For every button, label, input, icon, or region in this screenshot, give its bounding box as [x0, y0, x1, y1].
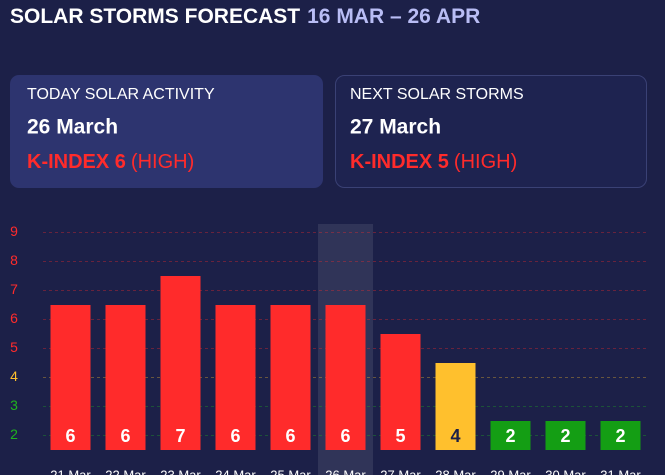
y-tick-label: 9 [10, 223, 18, 239]
bar [105, 305, 146, 450]
y-tick-label: 2 [10, 426, 18, 442]
x-tick-label: 21 Mar [50, 467, 91, 475]
chart: 2 3 4 5 6 7 8 9 6 21 Mar 6 22 Mar 7 23 Mar 6 24 Mar 6 25 … [10, 223, 648, 475]
level: (HIGH) [131, 151, 194, 173]
x-tick-label: 30 Mar [545, 467, 586, 475]
value-label: 6 [285, 426, 295, 446]
x-tick-label: 31 Mar [600, 467, 641, 475]
value-label: 5 [395, 426, 405, 446]
bar [50, 305, 91, 450]
x-tick-label: 26 Mar [325, 467, 366, 475]
y-tick-label: 8 [10, 252, 18, 268]
value-label: 6 [65, 426, 75, 446]
card-kindex: K-INDEX 5 (HIGH) [350, 151, 517, 173]
title-main: SOLAR STORMS FORECAST [10, 5, 300, 28]
x-tick-label: 28 Mar [435, 467, 476, 475]
x-tick-label: 22 Mar [105, 467, 146, 475]
card-today [10, 75, 323, 188]
kindex: K-INDEX 5 [350, 151, 449, 173]
x-tick-label: 27 Mar [380, 467, 421, 475]
value-label: 6 [120, 426, 130, 446]
bar [325, 305, 366, 450]
value-label: 2 [615, 426, 625, 446]
card-label: NEXT SOLAR STORMS [350, 86, 524, 103]
x-tick-label: 29 Mar [490, 467, 531, 475]
bar [160, 276, 201, 450]
title: SOLAR STORMS FORECAST 16 MAR – 26 APR [10, 5, 480, 28]
card-label: TODAY SOLAR ACTIVITY [27, 86, 215, 103]
value-label: 7 [175, 426, 185, 446]
y-tick-label: 3 [10, 397, 18, 413]
bar [380, 334, 421, 450]
bar [490, 421, 531, 450]
title-range: 16 MAR – 26 APR [307, 5, 480, 28]
value-label: 4 [450, 426, 460, 446]
card-date: 27 March [350, 116, 441, 139]
card-next [335, 75, 647, 188]
y-tick-label: 6 [10, 310, 18, 326]
x-tick-label: 24 Mar [215, 467, 256, 475]
y-tick-label: 5 [10, 339, 18, 355]
value-label: 6 [230, 426, 240, 446]
y-tick-label: 4 [10, 368, 18, 384]
x-tick-label: 25 Mar [270, 467, 311, 475]
bar [435, 363, 476, 450]
value-label: 2 [560, 426, 570, 446]
kindex: K-INDEX 6 [27, 151, 126, 173]
y-tick-label: 7 [10, 281, 18, 297]
bar [545, 421, 586, 450]
card-date: 26 March [27, 116, 118, 139]
level: (HIGH) [454, 151, 517, 173]
bar [600, 421, 641, 450]
bar [270, 305, 311, 450]
bar [215, 305, 256, 450]
x-tick-label: 23 Mar [160, 467, 201, 475]
value-label: 2 [505, 426, 515, 446]
value-label: 6 [340, 426, 350, 446]
card-kindex: K-INDEX 6 (HIGH) [27, 151, 194, 173]
